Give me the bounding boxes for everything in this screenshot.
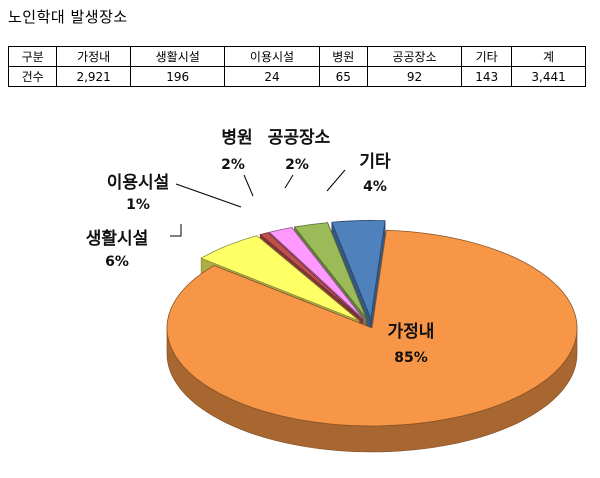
- pie-slice-0: [166, 229, 578, 453]
- page-title: 노인학대 발생장소: [8, 8, 128, 26]
- slice-percent: 4%: [363, 179, 387, 195]
- table-cell: 2,921: [56, 66, 132, 87]
- slice-label: 공공장소: [268, 128, 331, 148]
- table-cell: 65: [318, 66, 368, 87]
- slice-percent: 1%: [126, 197, 150, 213]
- slice-label: 이용시설: [107, 173, 170, 193]
- stats-table: 구분 가정내 생활시설 이용시설 병원 공공장소 기타 계 건수 2,921 1…: [7, 46, 586, 87]
- table-row: 건수 2,921 196 24 65 92 143 3,441: [7, 66, 586, 87]
- slice-label: 병원: [221, 128, 252, 148]
- table-cell: 92: [366, 66, 463, 87]
- leader-line: [170, 224, 182, 237]
- slice-percent: 85%: [394, 350, 428, 366]
- slice-percent: 2%: [285, 157, 309, 173]
- slice-percent: 2%: [221, 157, 245, 173]
- leader-line: [326, 169, 346, 192]
- leader-line: [175, 183, 242, 208]
- leader-line: [284, 174, 294, 189]
- slice-label: 생활시설: [86, 228, 149, 249]
- table-cell: 3,441: [511, 66, 586, 87]
- slice-percent: 6%: [105, 254, 129, 270]
- table-header-cell: 가정내: [56, 46, 132, 67]
- leader-line: [243, 174, 254, 197]
- table-header-row: 구분 가정내 생활시설 이용시설 병원 공공장소 기타 계: [7, 46, 586, 67]
- table-cell: 24: [224, 66, 320, 87]
- slice-label: 기타: [359, 152, 391, 172]
- table-cell: 건수: [7, 66, 58, 87]
- table-header-cell: 공공장소: [366, 46, 463, 67]
- slice-label: 가정내: [388, 322, 435, 342]
- table-cell: 143: [461, 66, 513, 87]
